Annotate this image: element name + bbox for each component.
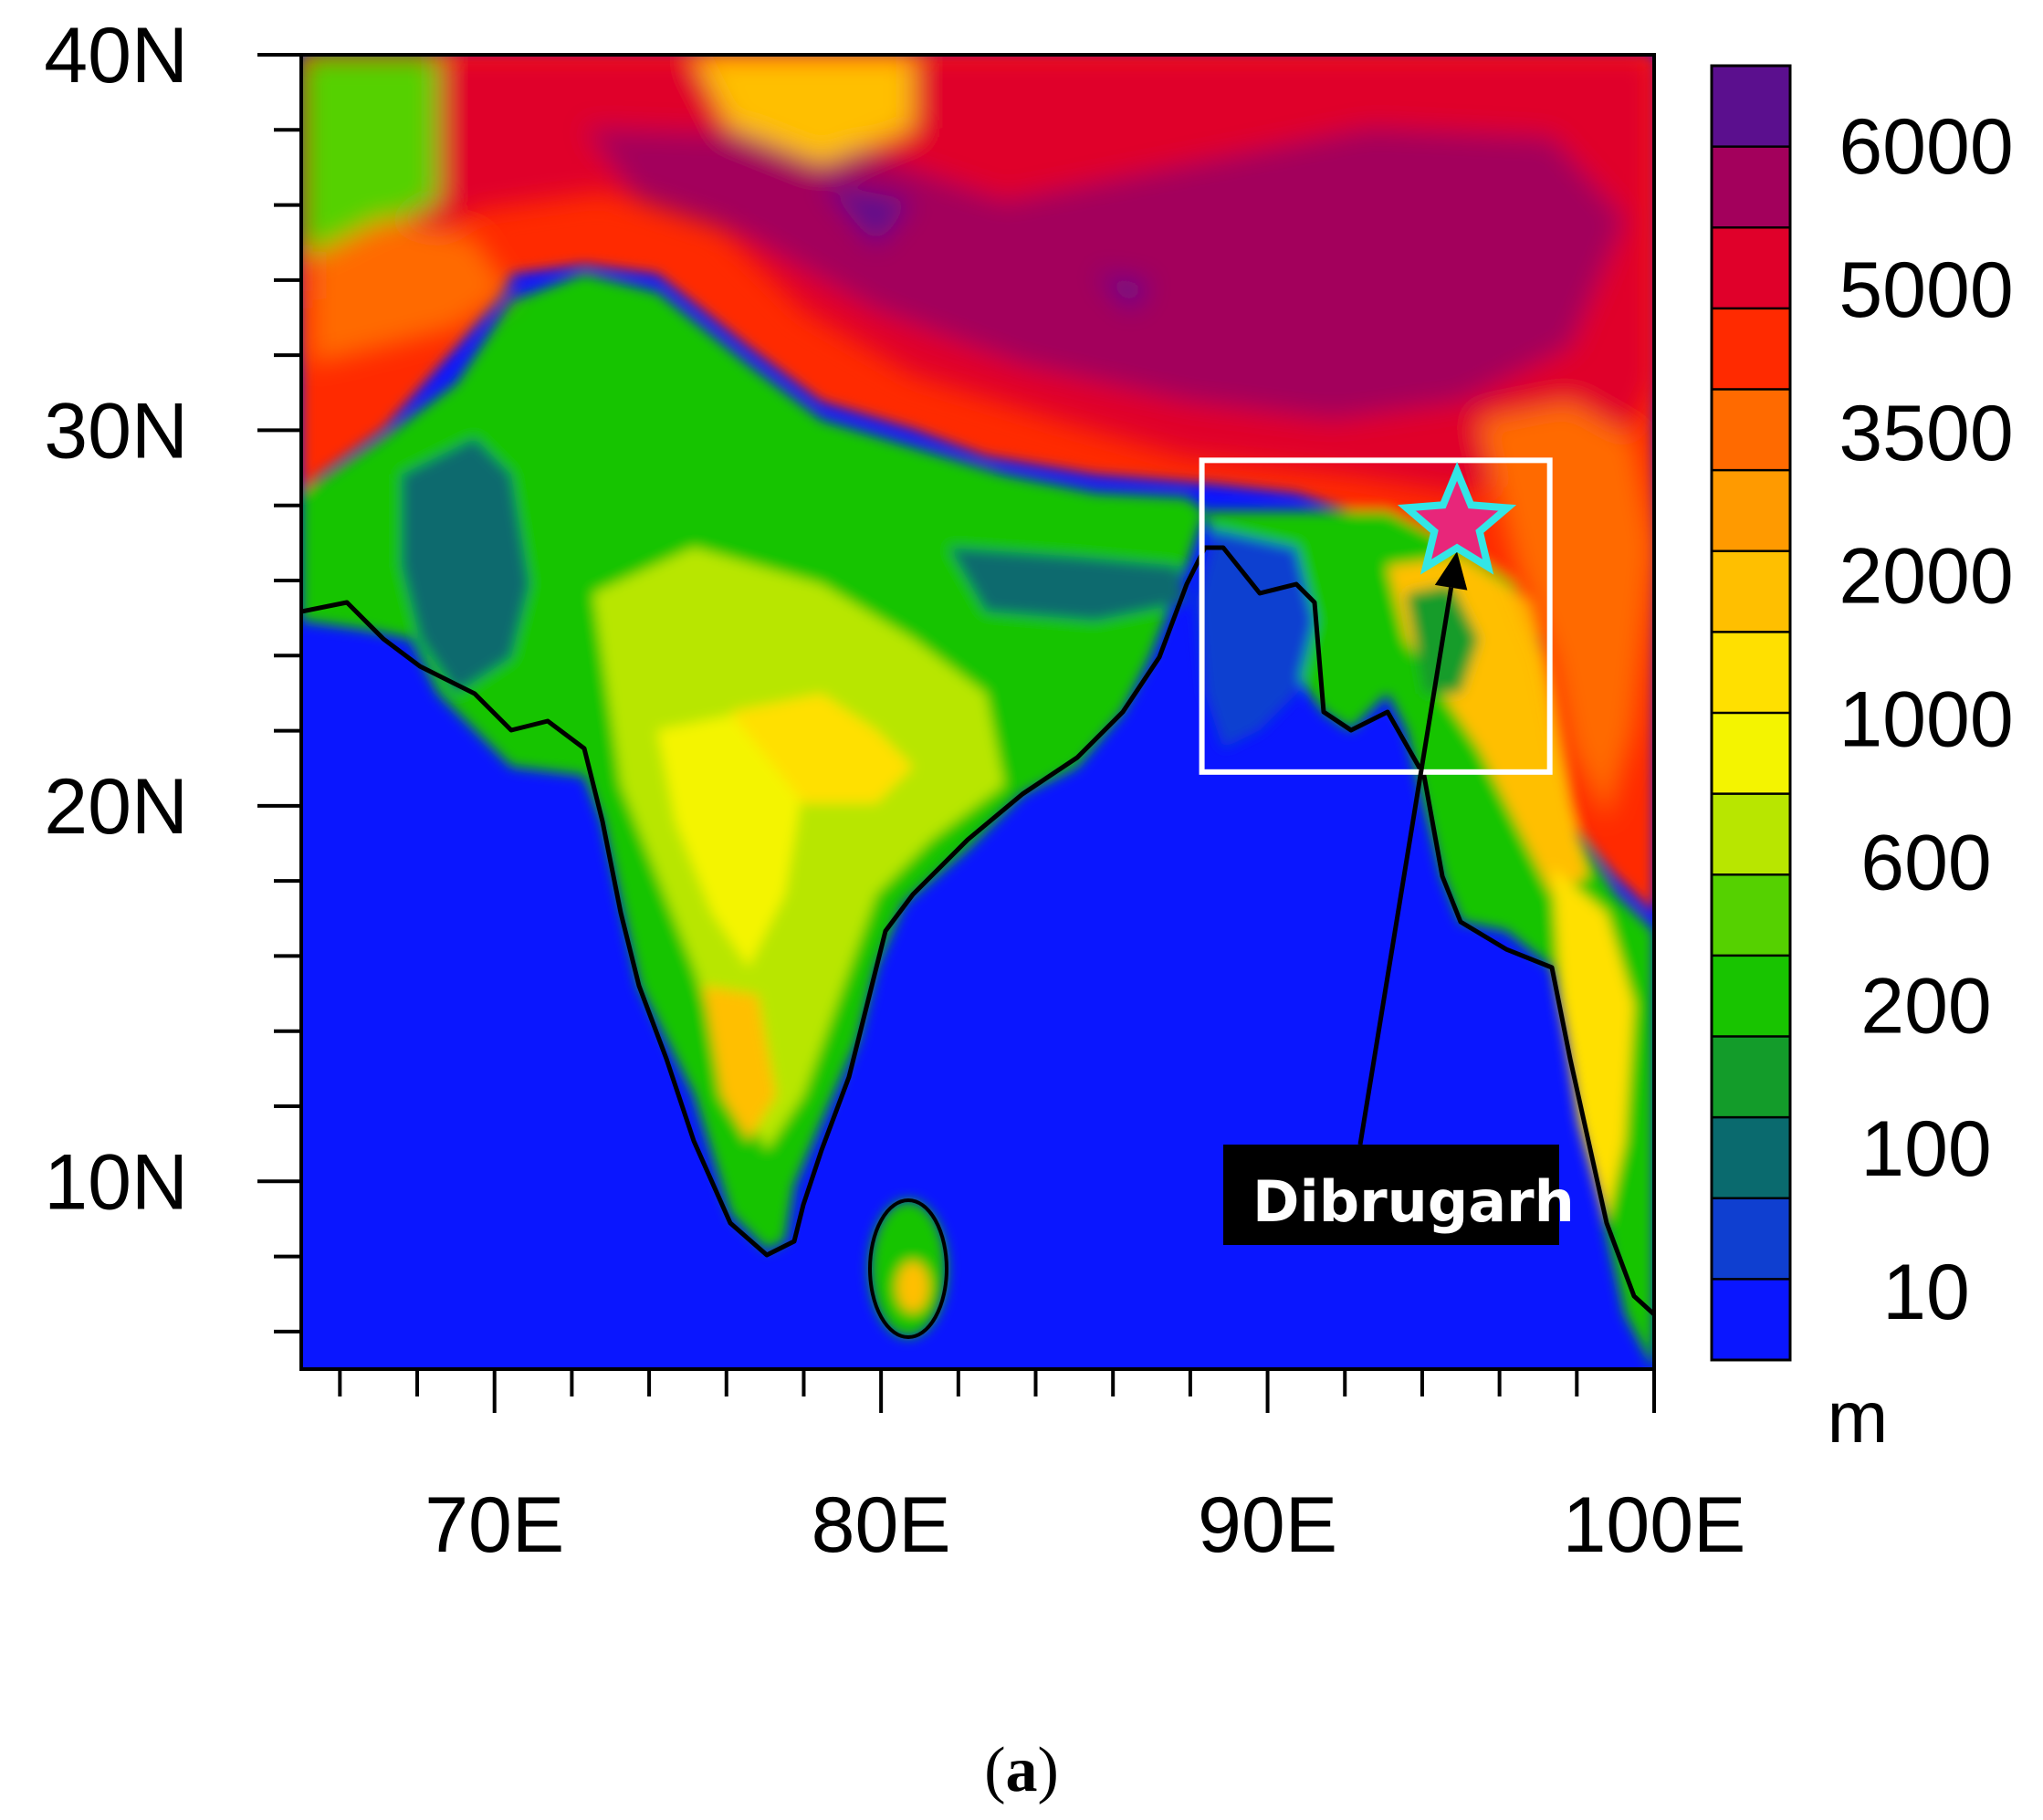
caption-letter: a bbox=[1006, 1735, 1038, 1805]
colorbar-swatch bbox=[1712, 1036, 1790, 1118]
colorbar-level-label: 6000 bbox=[1839, 103, 2013, 191]
colorbar-swatch bbox=[1712, 1198, 1790, 1280]
map-frame bbox=[299, 53, 1656, 1371]
colorbar-level-label: 200 bbox=[1860, 962, 1992, 1050]
colorbar-swatch bbox=[1712, 470, 1790, 552]
colorbar-swatch bbox=[1712, 146, 1790, 228]
station-star-icon bbox=[1397, 461, 1517, 575]
colorbar-swatch bbox=[1712, 550, 1790, 633]
colorbar-level-label: 100 bbox=[1860, 1105, 1992, 1193]
lat-tick-label: 20N bbox=[44, 763, 188, 851]
colorbar-swatch bbox=[1712, 1117, 1790, 1199]
colorbar-level-label: 600 bbox=[1860, 819, 1992, 906]
colorbar-level-label: 3500 bbox=[1839, 390, 2013, 477]
colorbar-level-label: 10 bbox=[1882, 1249, 1970, 1336]
colorbar-swatch bbox=[1712, 874, 1790, 957]
elevation-colorbar: 6000 5000 3500 2000 1000 600 200 100 10 bbox=[1710, 64, 2014, 1362]
lon-tick-label: 90E bbox=[1198, 1481, 1337, 1569]
lon-tick-label: 80E bbox=[812, 1481, 951, 1569]
latitude-axis: 40N 30N 20N 10N bbox=[44, 12, 301, 1334]
coastline bbox=[301, 545, 1654, 1316]
station-label: Dibrugarh bbox=[1252, 1168, 1575, 1235]
colorbar-swatch bbox=[1712, 66, 1790, 148]
lon-tick-label: 70E bbox=[424, 1481, 564, 1569]
sri-lanka-coast bbox=[868, 1198, 948, 1339]
caption-open-paren: ( bbox=[984, 1735, 1005, 1805]
colorbar-swatch bbox=[1712, 955, 1790, 1037]
station-label-box: Dibrugarh bbox=[1223, 1145, 1575, 1245]
map-panel: Dibrugarh bbox=[299, 53, 1656, 1371]
highland-elevation bbox=[301, 55, 1654, 821]
colorbar-frame bbox=[1710, 64, 1792, 1362]
longitude-axis: 70E 80E 90E 100E bbox=[338, 1369, 1746, 1569]
elevation-field bbox=[301, 55, 1654, 1369]
colorbar-swatch bbox=[1712, 632, 1790, 714]
colorbar-level-label: 2000 bbox=[1839, 533, 2013, 621]
station-pointer-arrow bbox=[1357, 587, 1454, 1145]
colorbar-swatch bbox=[1712, 308, 1790, 390]
colorbar-swatch bbox=[1712, 793, 1790, 875]
lat-tick-label: 10N bbox=[44, 1138, 188, 1226]
study-region-box bbox=[1199, 457, 1553, 775]
colorbar-unit: m bbox=[1828, 1376, 1889, 1458]
lat-tick-label: 40N bbox=[44, 12, 188, 99]
colorbar-swatch bbox=[1712, 389, 1790, 471]
colorbar-swatch bbox=[1712, 227, 1790, 309]
figure-caption: (a) bbox=[984, 1735, 1059, 1805]
colorbar-level-label: 1000 bbox=[1839, 676, 2013, 764]
colorbar-swatch bbox=[1712, 713, 1790, 795]
station-arrowhead bbox=[1434, 551, 1468, 591]
lon-tick-label: 100E bbox=[1563, 1481, 1746, 1569]
colorbar-level-label: 5000 bbox=[1839, 246, 2013, 334]
colorbar-swatch bbox=[1712, 1279, 1790, 1361]
caption-close-paren: ) bbox=[1038, 1735, 1059, 1805]
lat-tick-label: 30N bbox=[44, 387, 188, 475]
land-elevation bbox=[301, 55, 1654, 1369]
